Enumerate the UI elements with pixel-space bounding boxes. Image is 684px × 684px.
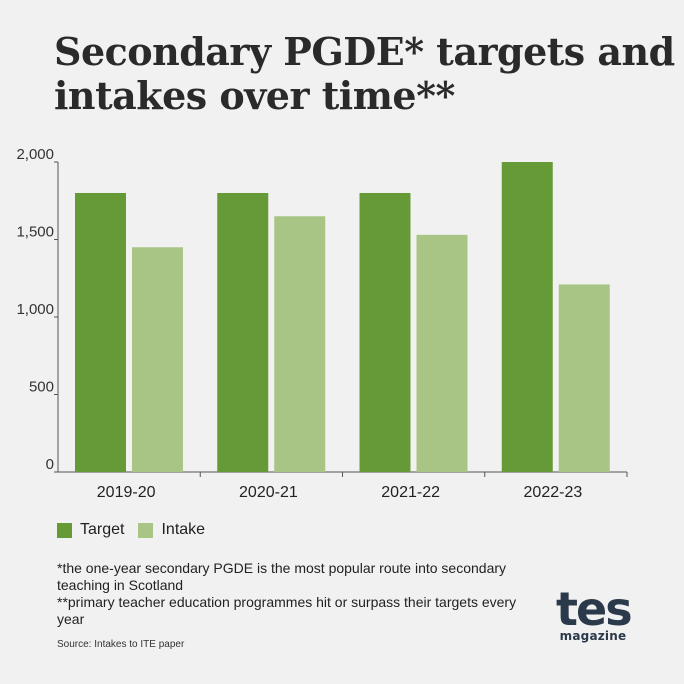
legend-label-intake: Intake [161,521,206,538]
title-line-2: intakes over time** [54,73,455,118]
bar-intake-2021-22 [416,234,468,472]
bar-target-2020-21 [217,193,269,472]
footnote-1: *the one-year secondary PGDE is the most… [57,560,507,593]
y-tick-label: 2,000 [16,146,54,163]
logo-subtitle: magazine [559,629,627,643]
x-tick-label: 2020-21 [239,484,298,501]
title-line-1: Secondary PGDE* targets and [54,29,675,74]
chart-title: Secondary PGDE* targets and intakes over… [54,29,675,118]
y-tick-label: 1,000 [16,301,54,318]
bar-intake-2019-20 [132,247,183,472]
logo-word: tes [556,582,633,636]
y-tick-label: 1,500 [16,224,54,241]
bar-intake-2022-23 [558,284,610,472]
legend-label-target: Target [80,521,125,538]
x-tick-label: 2019-20 [97,484,156,501]
legend-swatch-target [57,522,72,538]
legend: Target Intake [57,521,219,539]
legend-swatch-intake [138,522,154,538]
bar-target-2022-23 [501,162,553,472]
tes-magazine-logo: tes magazine [556,582,633,643]
footnotes: *the one-year secondary PGDE is the most… [57,560,527,628]
source-note: Source: Intakes to ITE paper [57,639,185,650]
y-tick-label: 0 [46,456,54,473]
bar-chart: 0 500 1,000 1,500 2,000 2019-20 2020-21 2021-22… [16,146,628,501]
legend-item-intake: Intake [138,521,205,539]
bar-target-2021-22 [359,193,411,472]
x-tick-label: 2022-23 [524,484,583,501]
legend-item-target: Target [57,521,124,539]
y-tick-label: 500 [29,379,54,396]
x-tick-label: 2021-22 [381,484,440,501]
bar-intake-2020-21 [274,216,326,472]
footnote-2: **primary teacher education programmes h… [57,594,517,627]
bar-target-2019-20 [75,193,126,472]
